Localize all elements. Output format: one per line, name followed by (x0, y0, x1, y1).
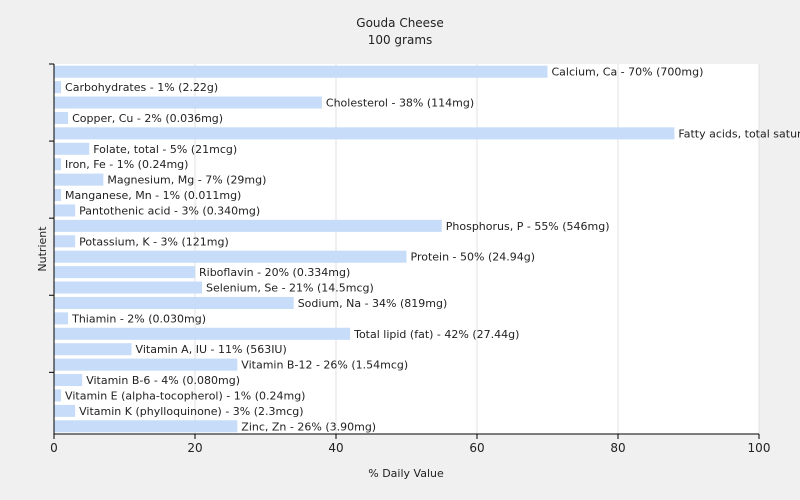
bar (54, 420, 238, 433)
y-axis-label: Nutrient (36, 226, 49, 272)
bar-label: Iron, Fe - 1% (0.24mg) (65, 158, 188, 171)
bar (54, 327, 351, 340)
bar (54, 266, 195, 279)
bar-label: Thiamin - 2% (0.030mg) (71, 312, 206, 325)
bar-label: Calcium, Ca - 70% (700mg) (552, 66, 704, 79)
bar (54, 343, 132, 356)
bar-label: Magnesium, Mg - 7% (29mg) (107, 174, 266, 187)
bar (54, 250, 407, 263)
bar-label: Pantothenic acid - 3% (0.340mg) (79, 204, 260, 217)
bar (54, 281, 203, 294)
bar (54, 65, 548, 78)
bar-label: Sodium, Na - 34% (819mg) (298, 297, 448, 310)
bar (54, 235, 76, 248)
gridlines (194, 64, 760, 434)
bar (54, 189, 62, 202)
bar-label: Fatty acids, total saturated - 88% (17.6… (678, 127, 800, 140)
bar (54, 204, 76, 217)
plot-area (54, 64, 759, 434)
bar (54, 374, 83, 387)
bar (54, 404, 76, 417)
bar-label: Vitamin K (phylloquinone) - 3% (2.3mcg) (79, 405, 303, 418)
bar (54, 389, 62, 402)
bar-label: Folate, total - 5% (21mcg) (93, 143, 237, 156)
axes: 0 20 40 60 80 100 (49, 63, 771, 455)
x-tick-label: 100 (748, 441, 771, 455)
bar (54, 96, 322, 109)
bar (54, 127, 675, 140)
bar-label: Phosphorus, P - 55% (546mg) (446, 220, 610, 233)
bar-label: Manganese, Mn - 1% (0.011mg) (65, 189, 241, 202)
bar (54, 111, 69, 124)
bar (54, 173, 104, 186)
bars: Calcium, Ca - 70% (700mg) Carbohydrates -… (54, 65, 800, 433)
chart-title: Gouda Cheese (356, 16, 443, 30)
bar-label: Protein - 50% (24.94g) (411, 251, 536, 264)
bar-label: Vitamin A, IU - 11% (563IU) (136, 343, 287, 356)
x-tick-label: 0 (50, 441, 58, 455)
bar-label: Riboflavin - 20% (0.334mg) (199, 266, 350, 279)
x-axis-label: % Daily Value (368, 467, 444, 480)
bar-label: Zinc, Zn - 26% (3.90mg) (241, 420, 376, 433)
bar (54, 296, 294, 309)
bar (54, 81, 62, 94)
bar-label: Vitamin E (alpha-tocopherol) - 1% (0.24m… (65, 389, 305, 402)
bar-label: Copper, Cu - 2% (0.036mg) (72, 112, 223, 125)
bar (54, 358, 238, 371)
bar (54, 312, 69, 325)
x-tick-label: 40 (328, 441, 343, 455)
x-tick-label: 80 (610, 441, 625, 455)
bar-label: Potassium, K - 3% (121mg) (79, 235, 229, 248)
bar-label: Carbohydrates - 1% (2.22g) (65, 81, 218, 94)
x-tick-label: 20 (187, 441, 202, 455)
chart-subtitle: 100 grams (368, 33, 433, 47)
x-tick-label: 60 (469, 441, 484, 455)
bar-label: Cholesterol - 38% (114mg) (326, 97, 474, 110)
bar-label: Vitamin B-12 - 26% (1.54mcg) (241, 359, 408, 372)
bar (54, 142, 90, 155)
bar (54, 219, 442, 232)
bar (54, 158, 62, 171)
bar-label: Selenium, Se - 21% (14.5mcg) (206, 282, 374, 295)
bar-label: Total lipid (fat) - 42% (27.44g) (353, 328, 519, 341)
bar-label: Vitamin B-6 - 4% (0.080mg) (86, 374, 240, 387)
